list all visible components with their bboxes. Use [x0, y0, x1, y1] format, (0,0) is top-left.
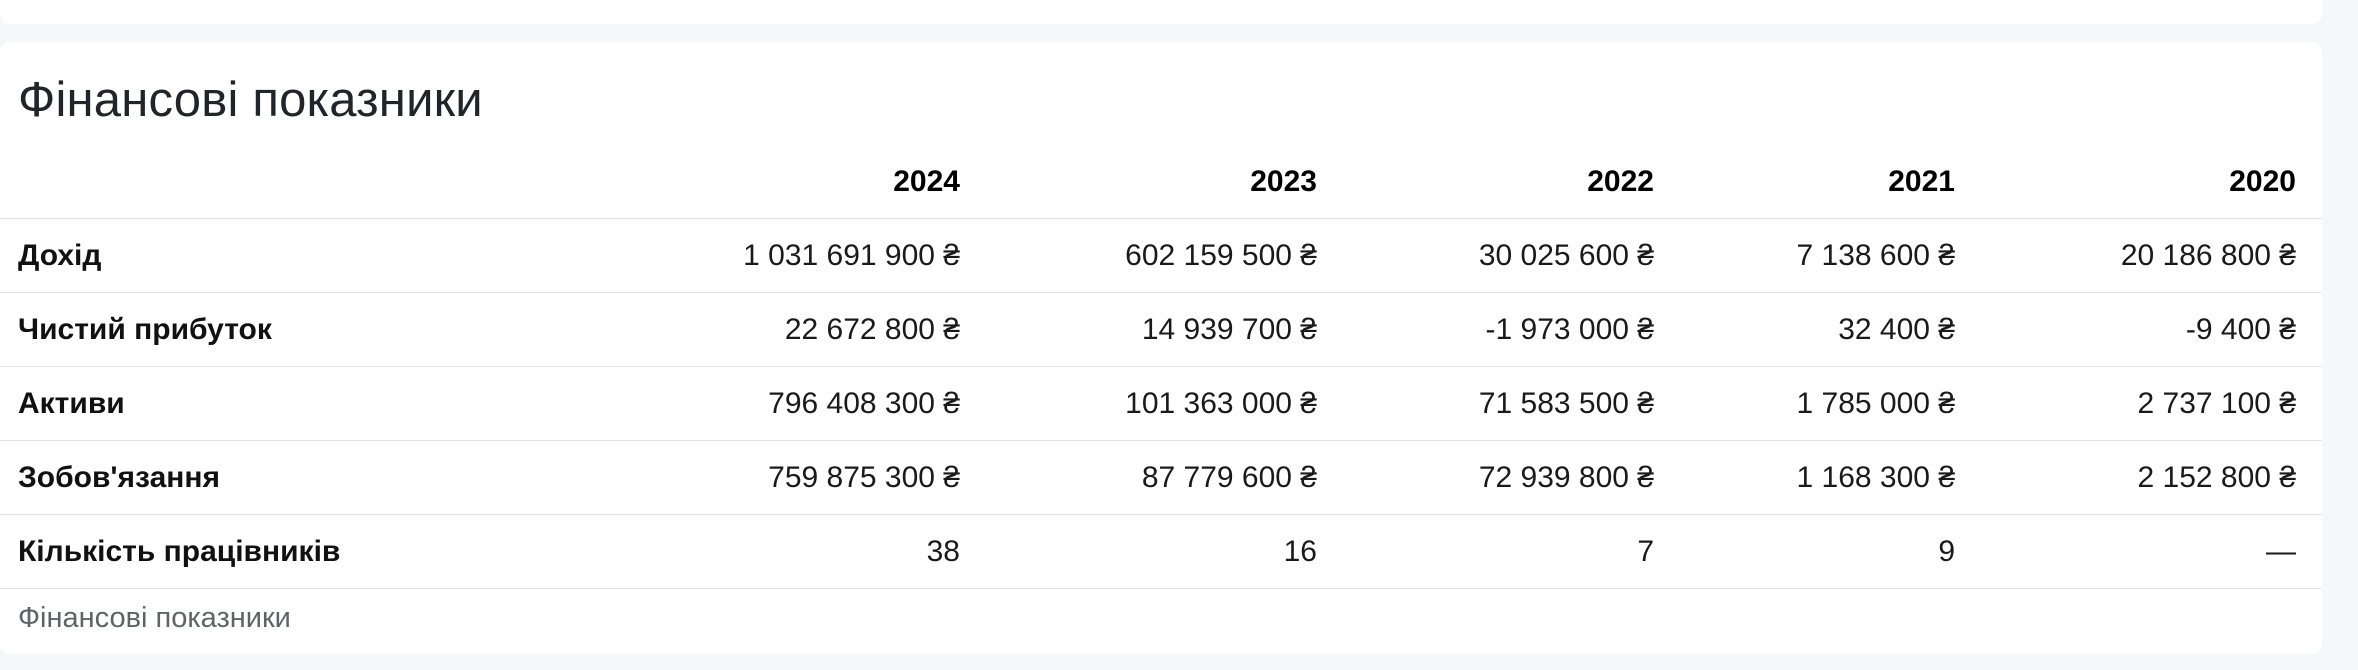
row-label-assets: Активи — [0, 366, 420, 441]
table-cell: 72 939 800 ₴ — [1317, 440, 1654, 515]
table-cell: -1 973 000 ₴ — [1317, 292, 1654, 367]
table-cell: 796 408 300 ₴ — [420, 366, 960, 441]
row-label-revenue: Дохід — [0, 218, 420, 293]
header-year-2023: 2023 — [1250, 164, 1317, 198]
row-label-net-profit: Чистий прибуток — [0, 292, 420, 367]
table-cell: 7 138 600 ₴ — [1654, 218, 1955, 293]
table-cell: 101 363 000 ₴ — [960, 366, 1317, 441]
table-cell: 759 875 300 ₴ — [420, 440, 960, 515]
section-title: Фінансові показники — [18, 73, 483, 127]
table-cell: 30 025 600 ₴ — [1317, 218, 1654, 293]
table-cell: 2 152 800 ₴ — [1955, 440, 2322, 515]
table-row-net-profit: Чистий прибуток 22 672 800 ₴ 14 939 700 … — [0, 292, 2322, 367]
table-cell: 2 737 100 ₴ — [1955, 366, 2322, 441]
header-year-2020: 2020 — [2229, 164, 2296, 198]
table-cell: 14 939 700 ₴ — [960, 292, 1317, 367]
table-cell: 1 031 691 900 ₴ — [420, 218, 960, 293]
table-caption: Фінансові показники — [18, 602, 291, 634]
table-cell: -9 400 ₴ — [1955, 292, 2322, 367]
table-cell: 20 186 800 ₴ — [1955, 218, 2322, 293]
table-cell: — — [1955, 514, 2322, 589]
table-header-row: 2024 2023 2022 2021 2020 — [0, 145, 2322, 219]
table-cell: 1 785 000 ₴ — [1654, 366, 1955, 441]
table-cell: 87 779 600 ₴ — [960, 440, 1317, 515]
table-row-liabilities: Зобов'язання 759 875 300 ₴ 87 779 600 ₴ … — [0, 440, 2322, 515]
header-year-2024: 2024 — [893, 164, 960, 198]
row-label-employees: Кількість працівників — [0, 514, 420, 589]
table-cell: 9 — [1654, 514, 1955, 589]
header-label-cell — [0, 145, 420, 219]
row-label-liabilities: Зобов'язання — [0, 440, 420, 515]
table-row-assets: Активи 796 408 300 ₴ 101 363 000 ₴ 71 58… — [0, 366, 2322, 441]
header-year-2021: 2021 — [1888, 164, 1955, 198]
table-cell: 7 — [1317, 514, 1654, 589]
table-row-employees: Кількість працівників 38 16 7 9 — — [0, 514, 2322, 589]
table-cell: 22 672 800 ₴ — [420, 292, 960, 367]
header-year-2022: 2022 — [1587, 164, 1654, 198]
table-cell: 602 159 500 ₴ — [960, 218, 1317, 293]
table-cell: 38 — [420, 514, 960, 589]
table-row-revenue: Дохід 1 031 691 900 ₴ 602 159 500 ₴ 30 0… — [0, 218, 2322, 293]
financial-table: 2024 2023 2022 2021 2020 Дохід 1 031 691… — [0, 145, 2322, 589]
table-cell: 32 400 ₴ — [1654, 292, 1955, 367]
table-cell: 1 168 300 ₴ — [1654, 440, 1955, 515]
previous-card — [0, 0, 2322, 24]
table-cell: 16 — [960, 514, 1317, 589]
table-cell: 71 583 500 ₴ — [1317, 366, 1654, 441]
